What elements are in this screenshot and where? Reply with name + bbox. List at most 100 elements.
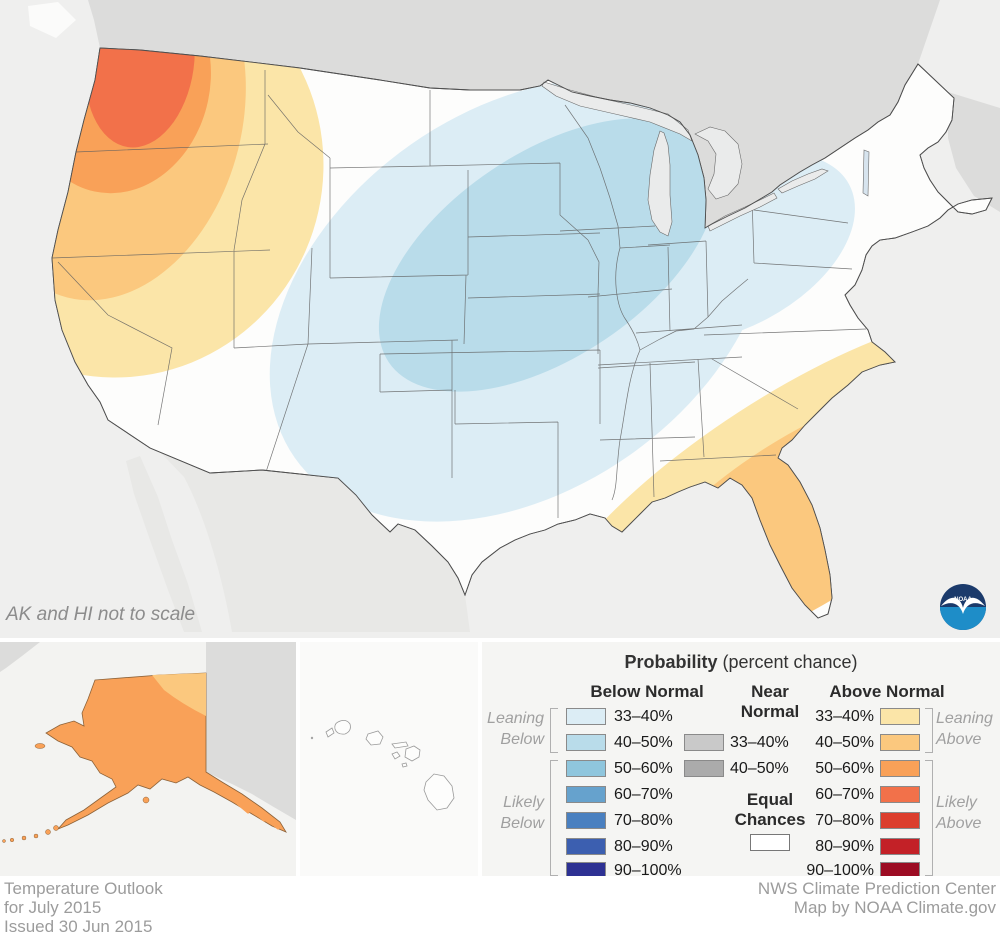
below-swatch-80-90 bbox=[566, 838, 606, 855]
leaning-above-bracket bbox=[925, 708, 933, 753]
near-swatch-33-40 bbox=[684, 734, 724, 751]
alaska-landmass bbox=[45, 672, 287, 833]
island-niihau bbox=[325, 727, 335, 738]
state-borders bbox=[52, 70, 867, 518]
alaska-inset bbox=[0, 642, 296, 876]
near-swatch-40-50 bbox=[684, 760, 724, 777]
below-label-33-40: 33–40% bbox=[614, 708, 673, 725]
above-swatch-90-100 bbox=[880, 862, 920, 876]
baja-peninsula bbox=[126, 456, 202, 632]
island-kahoolawe bbox=[401, 762, 408, 768]
legend-title-rest: (percent chance) bbox=[717, 652, 858, 672]
near-normal-header-line1: Near bbox=[751, 682, 789, 701]
footer-issued-line: Issued 30 Jun 2015 bbox=[4, 917, 153, 936]
below-label-70-80: 70–80% bbox=[614, 812, 673, 829]
above-swatch-70-80 bbox=[880, 812, 920, 829]
leaning-below-line2: Below bbox=[500, 731, 544, 748]
footer-left: Temperature Outlook for July 2015 Issued… bbox=[4, 879, 163, 936]
island-oahu bbox=[365, 730, 384, 746]
leaning-below-label: Leaning Below bbox=[482, 708, 544, 750]
leaning-below-line1: Leaning bbox=[487, 710, 544, 727]
alexander-archipelago bbox=[234, 800, 280, 830]
aleutian-islands bbox=[2, 743, 150, 843]
likely-above-line2: Above bbox=[936, 815, 982, 832]
likely-below-line1: Likely bbox=[503, 794, 544, 811]
near-label-40-50: 40–50% bbox=[730, 760, 789, 777]
hawaii-inset-svg bbox=[310, 720, 455, 811]
island-lanai bbox=[391, 751, 401, 760]
near-label-33-40: 33–40% bbox=[730, 734, 789, 751]
footer-credit-line1: NWS Climate Prediction Center bbox=[757, 879, 996, 898]
below-swatch-70-80 bbox=[566, 812, 606, 829]
below-label-50-60: 50–60% bbox=[614, 760, 673, 777]
hawaiian-islands bbox=[310, 720, 455, 811]
legend-title-bold: Probability bbox=[624, 652, 718, 672]
noaa-logo-text: NOAA bbox=[954, 597, 972, 603]
above-swatch-80-90 bbox=[880, 838, 920, 855]
vancouver-island bbox=[28, 2, 76, 38]
equal-chances-swatch bbox=[750, 834, 790, 851]
lake-erie bbox=[707, 192, 778, 232]
above-label-40-50: 40–50% bbox=[815, 734, 874, 751]
canada-region bbox=[206, 642, 296, 820]
above-normal-header: Above Normal bbox=[829, 682, 945, 701]
russia-corner bbox=[0, 642, 40, 672]
footer-title-line1: Temperature Outlook bbox=[4, 879, 163, 898]
lake-huron bbox=[694, 126, 743, 200]
above-label-33-40: 33–40% bbox=[815, 708, 874, 725]
probability-legend: Probability (percent chance) Below Norma… bbox=[482, 642, 1000, 876]
lake-michigan bbox=[647, 130, 673, 237]
noaa-logo-wave bbox=[940, 607, 986, 630]
above-label-50-60: 50–60% bbox=[815, 760, 874, 777]
noaa-logo-gull bbox=[941, 597, 985, 614]
lake-ontario bbox=[777, 168, 829, 194]
above-label-80-90: 80–90% bbox=[815, 838, 874, 855]
leaning-above-line1: Leaning bbox=[936, 710, 993, 727]
hawaii-inset bbox=[300, 642, 478, 876]
likely-below-label: Likely Below bbox=[482, 792, 544, 834]
noaa-logo: NOAA bbox=[940, 584, 986, 630]
above-swatch-33-40 bbox=[880, 708, 920, 725]
below-swatch-50-60 bbox=[566, 760, 606, 777]
below-swatch-40-50 bbox=[566, 734, 606, 751]
above-swatch-60-70 bbox=[880, 786, 920, 803]
alaska-inset-svg bbox=[0, 642, 296, 843]
below-label-40-50: 40–50% bbox=[614, 734, 673, 751]
below-label-60-70: 60–70% bbox=[614, 786, 673, 803]
equal-chances-line2: Chances bbox=[734, 810, 806, 829]
near-normal-header-line2: Normal bbox=[740, 702, 800, 721]
lake-champlain bbox=[862, 149, 870, 197]
region-northwest-above-60-70 bbox=[85, 48, 195, 148]
island-molokai bbox=[391, 741, 409, 749]
likely-above-line1: Likely bbox=[936, 794, 977, 811]
scale-note: AK and HI not to scale bbox=[6, 604, 196, 625]
below-label-90-100: 90–100% bbox=[614, 862, 682, 876]
below-swatch-33-40 bbox=[566, 708, 606, 725]
island-dot bbox=[310, 736, 314, 740]
above-swatch-40-50 bbox=[880, 734, 920, 751]
conus-map: NOAA AK and HI not to scale bbox=[0, 0, 1000, 638]
likely-below-bracket bbox=[550, 760, 558, 876]
footer-right: NWS Climate Prediction Center Map by NOA… bbox=[758, 879, 996, 917]
below-swatch-90-100 bbox=[566, 862, 606, 876]
footer: Temperature Outlook for July 2015 Issued… bbox=[0, 876, 1000, 938]
island-maui bbox=[404, 745, 421, 762]
leaning-above-label: Leaning Above bbox=[936, 708, 1000, 750]
island-hawaii bbox=[423, 773, 455, 811]
mexico-landmass bbox=[108, 420, 470, 632]
footer-title-line2: for July 2015 bbox=[4, 898, 102, 917]
alaska-region-40-50 bbox=[152, 673, 206, 716]
likely-below-line2: Below bbox=[500, 815, 544, 832]
below-normal-header: Below Normal bbox=[590, 682, 704, 701]
below-swatch-60-70 bbox=[566, 786, 606, 803]
leaning-above-line2: Above bbox=[936, 731, 982, 748]
above-label-70-80: 70–80% bbox=[815, 812, 874, 829]
island-kauai bbox=[334, 720, 351, 735]
below-label-80-90: 80–90% bbox=[614, 838, 673, 855]
likely-above-label: Likely Above bbox=[936, 792, 1000, 834]
footer-credit-line2: Map by NOAA Climate.gov bbox=[793, 898, 996, 917]
conus-outline bbox=[51, 47, 993, 619]
above-label-60-70: 60–70% bbox=[815, 786, 874, 803]
legend-title: Probability (percent chance) bbox=[482, 652, 1000, 673]
